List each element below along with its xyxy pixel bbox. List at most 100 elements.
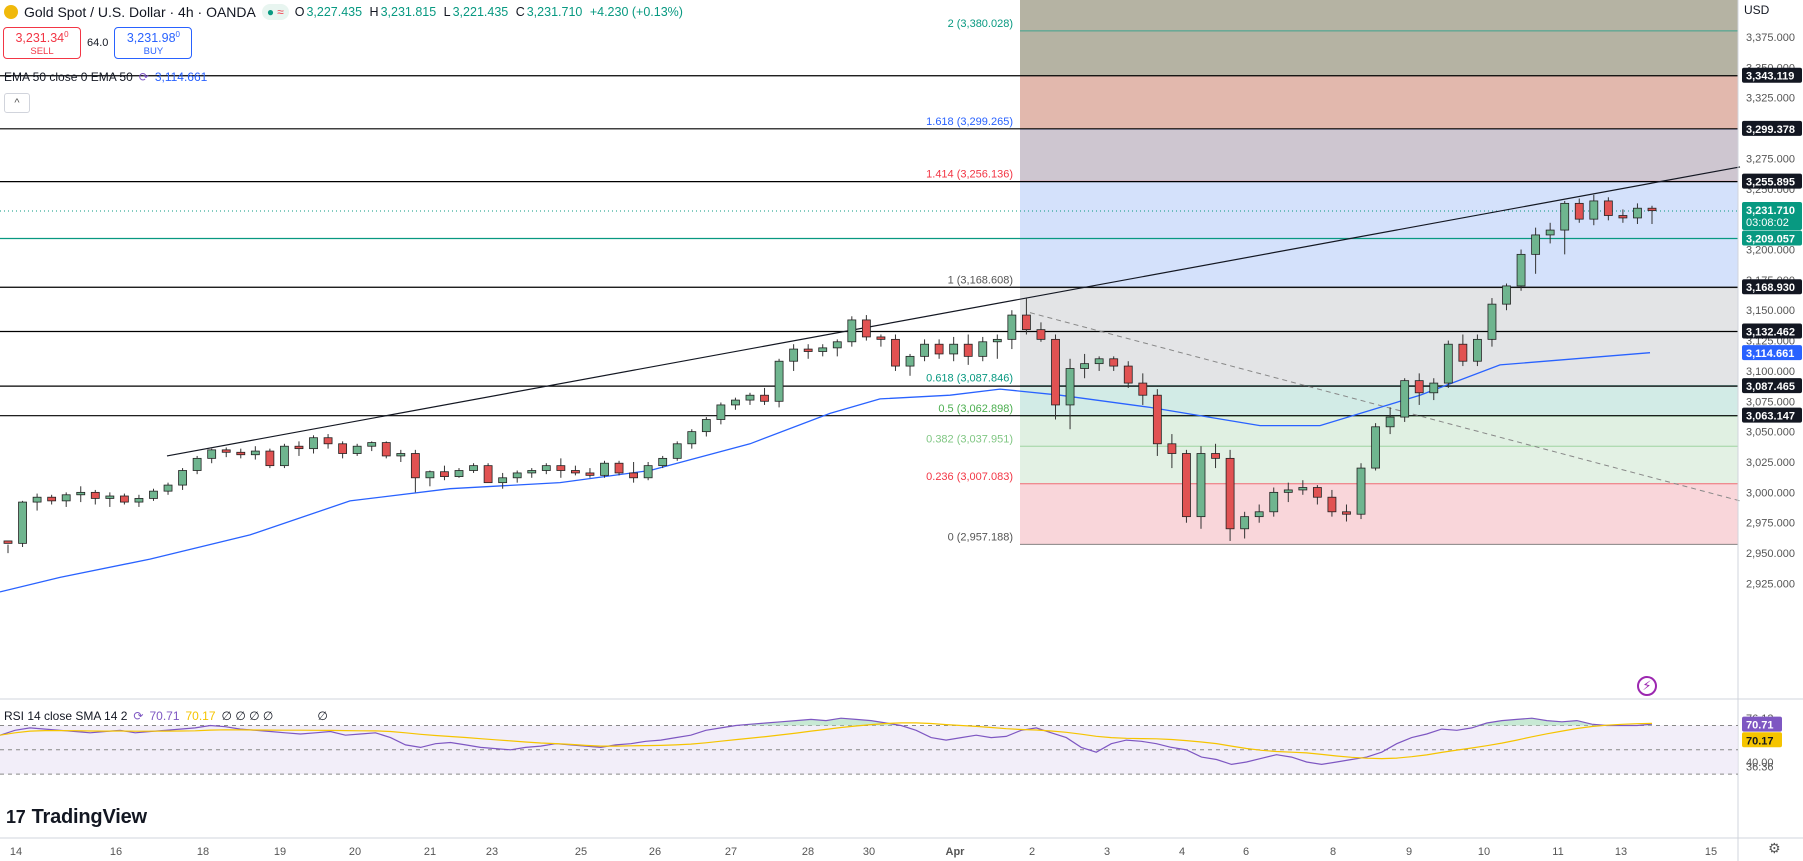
candle[interactable] (614, 462, 624, 474)
candle[interactable] (90, 491, 100, 499)
collapse-legend-button[interactable]: ^ (4, 93, 30, 113)
candle[interactable] (847, 319, 857, 343)
candle[interactable] (265, 450, 275, 467)
candle[interactable] (134, 498, 144, 503)
candle[interactable] (1240, 516, 1250, 530)
candle[interactable] (221, 449, 231, 453)
candle[interactable] (731, 399, 740, 406)
candle[interactable] (1123, 365, 1133, 384)
candle[interactable] (163, 484, 173, 492)
candle[interactable] (338, 443, 348, 454)
candle[interactable] (512, 472, 522, 479)
buy-button[interactable]: 3,231.980 BUY (114, 27, 193, 59)
candle[interactable] (1342, 511, 1351, 515)
candle[interactable] (1545, 229, 1555, 236)
candle[interactable] (454, 470, 464, 477)
candle[interactable] (1371, 426, 1380, 469)
candle[interactable] (294, 445, 304, 450)
currency-selector[interactable]: USD (1744, 3, 1770, 17)
candle[interactable] (1283, 489, 1293, 493)
candle[interactable] (658, 457, 668, 467)
candle[interactable] (469, 465, 478, 471)
candle[interactable] (1138, 382, 1148, 396)
candle[interactable] (891, 338, 900, 367)
candle[interactable] (61, 494, 71, 502)
candle[interactable] (1589, 200, 1599, 220)
candle[interactable] (556, 465, 566, 471)
candle[interactable] (410, 453, 420, 479)
sell-button[interactable]: 3,231.340 SELL (3, 27, 81, 59)
candle[interactable] (1574, 202, 1584, 220)
candle[interactable] (1473, 338, 1482, 362)
candle[interactable] (1618, 215, 1628, 219)
candle[interactable] (1254, 511, 1264, 518)
candle[interactable] (367, 442, 377, 447)
candle[interactable] (905, 355, 915, 367)
candle[interactable] (1298, 487, 1308, 491)
market-status-pill[interactable]: ● ≈ (261, 4, 289, 20)
candle[interactable] (1007, 314, 1017, 340)
candle[interactable] (1443, 343, 1453, 384)
candle[interactable] (192, 457, 202, 471)
candle[interactable] (643, 465, 653, 479)
candle[interactable] (18, 501, 27, 544)
trendline-down[interactable] (1029, 312, 1741, 502)
candle[interactable] (1080, 363, 1090, 369)
candle[interactable] (1429, 382, 1439, 394)
candle[interactable] (1356, 467, 1366, 515)
candle[interactable] (1458, 343, 1468, 362)
level-price-tag[interactable] (1742, 230, 1802, 246)
level-price-tag[interactable] (1742, 120, 1802, 136)
candle[interactable] (876, 336, 886, 340)
candle[interactable] (803, 348, 813, 352)
candle[interactable] (32, 496, 42, 503)
level-price-tag[interactable] (1742, 378, 1802, 394)
candle[interactable] (701, 419, 711, 433)
candle[interactable] (1167, 443, 1177, 454)
candle[interactable] (1647, 207, 1657, 212)
candle[interactable] (1225, 457, 1235, 530)
candle[interactable] (381, 442, 391, 457)
tradingview-logo[interactable]: 17 TradingView (6, 806, 147, 829)
candle[interactable] (149, 490, 158, 499)
rsi-value-tag[interactable] (1742, 716, 1782, 732)
candle[interactable] (716, 404, 726, 420)
candle[interactable] (1022, 314, 1031, 331)
candle[interactable] (687, 431, 697, 445)
candle[interactable] (1036, 329, 1046, 340)
candle[interactable] (934, 343, 944, 355)
candle[interactable] (1051, 338, 1060, 406)
candle[interactable] (1269, 491, 1279, 513)
candle[interactable] (1531, 234, 1541, 255)
candle[interactable] (119, 495, 129, 503)
candle[interactable] (789, 348, 799, 362)
candle[interactable] (570, 470, 580, 474)
candle[interactable] (1560, 202, 1570, 231)
candle[interactable] (600, 462, 609, 476)
candle[interactable] (861, 319, 871, 338)
candle[interactable] (1414, 380, 1424, 394)
candle[interactable] (47, 496, 57, 502)
level-price-tag[interactable] (1742, 279, 1802, 295)
candle[interactable] (498, 477, 508, 484)
candle[interactable] (832, 341, 842, 349)
ema-legend[interactable]: EMA 50 close 0 EMA 50 ⟳ 3,114.661 (4, 70, 207, 84)
symbol-title[interactable]: Gold Spot / U.S. Dollar · 4h · OANDA (24, 4, 256, 20)
candle[interactable] (1385, 416, 1395, 428)
candle[interactable] (105, 495, 115, 499)
candle[interactable] (1109, 358, 1119, 367)
candle[interactable] (992, 338, 1002, 343)
level-price-tag[interactable] (1742, 67, 1802, 83)
level-price-tag[interactable] (1742, 173, 1802, 189)
candle[interactable] (207, 449, 217, 459)
alert-bolt-icon[interactable]: ⚡ (1637, 676, 1657, 696)
candle[interactable] (629, 472, 638, 479)
candle[interactable] (1400, 380, 1410, 418)
last-price-tag[interactable] (1742, 201, 1802, 230)
candle[interactable] (774, 360, 784, 402)
candle[interactable] (250, 450, 260, 456)
candle[interactable] (280, 445, 289, 467)
candle[interactable] (352, 445, 362, 454)
candle[interactable] (527, 470, 537, 474)
